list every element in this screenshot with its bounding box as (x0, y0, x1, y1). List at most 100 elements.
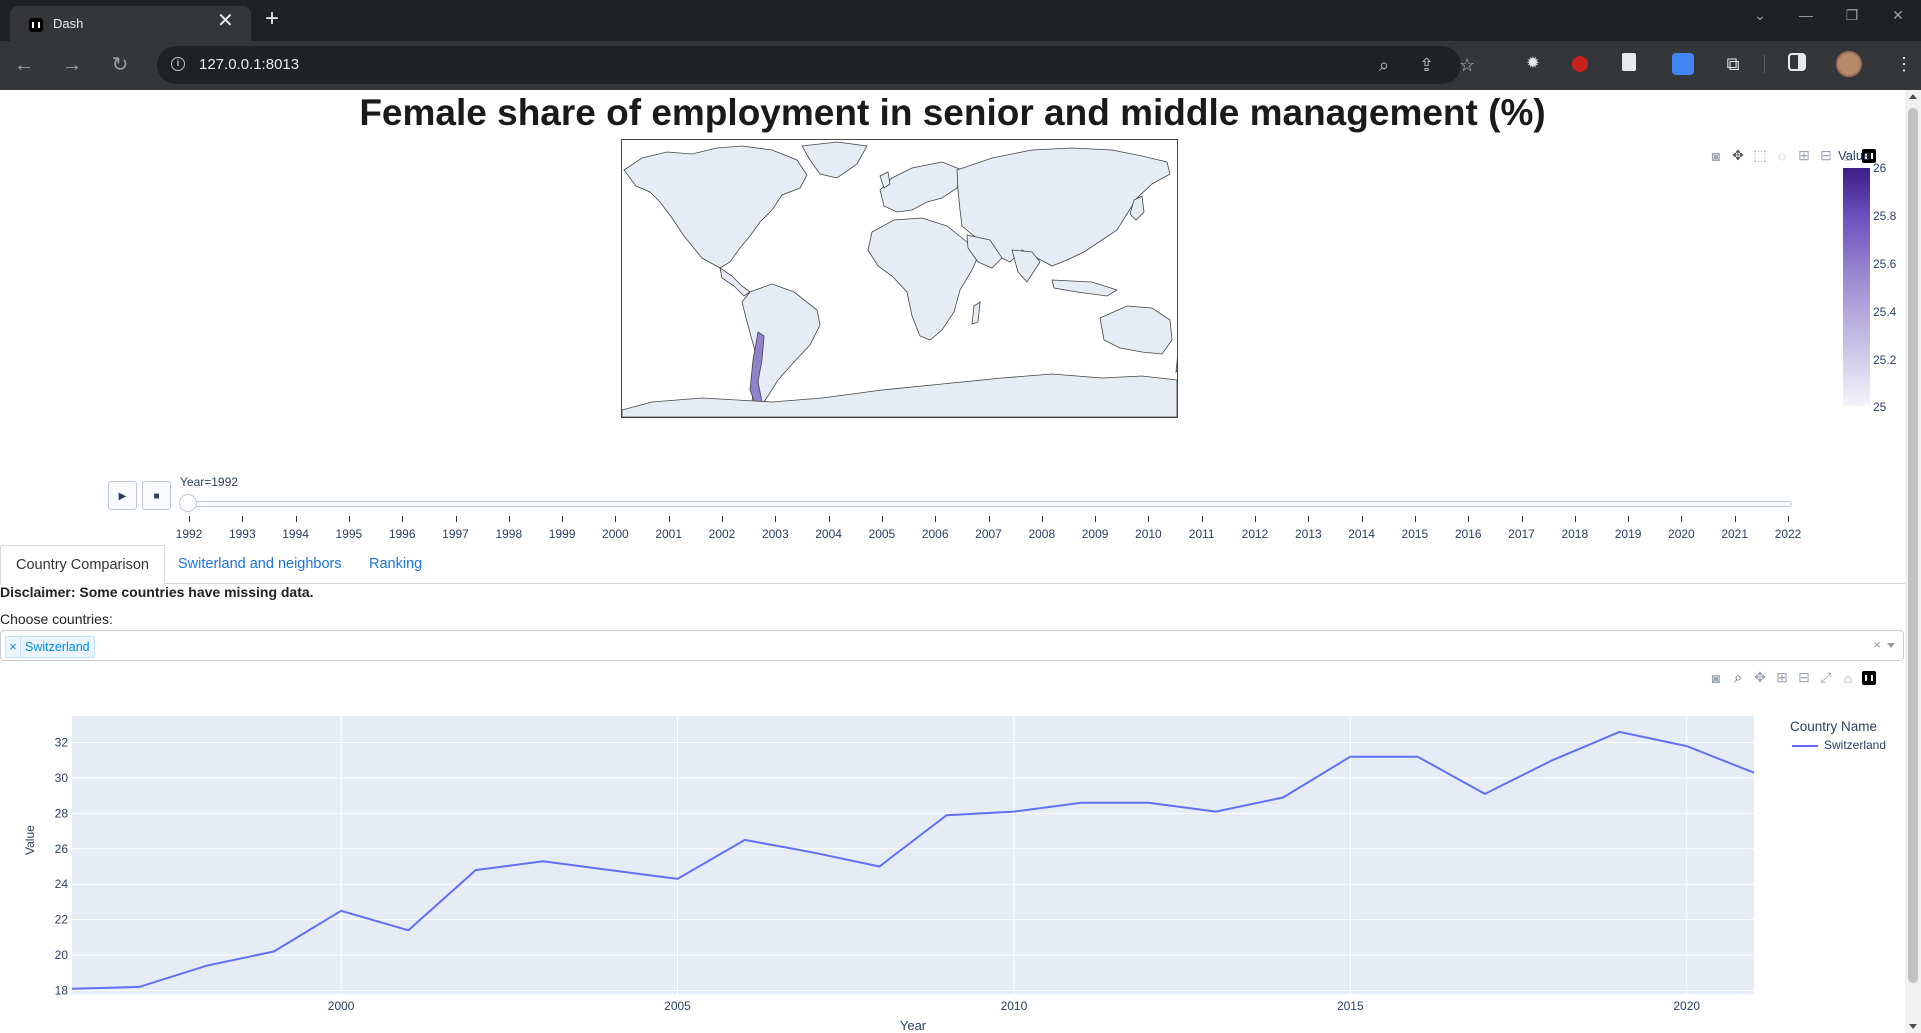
translate-icon[interactable] (1672, 53, 1694, 75)
year-tick-label[interactable]: 2021 (1721, 527, 1749, 541)
plotly-logo-icon[interactable] (1862, 148, 1876, 163)
play-button[interactable]: ▶ (108, 481, 137, 510)
ublock-icon[interactable] (1572, 56, 1588, 72)
reset-view-icon[interactable]: ⌂ (1843, 147, 1853, 164)
back-arrow-icon[interactable]: ← (14, 54, 34, 76)
year-slider-rail[interactable] (186, 501, 1792, 507)
data-point[interactable] (1145, 800, 1151, 806)
share-icon[interactable]: ⇪ (1419, 55, 1435, 75)
data-point[interactable] (675, 876, 681, 882)
year-tick-label[interactable]: 1998 (495, 527, 523, 541)
year-tick-label[interactable]: 2022 (1774, 527, 1802, 541)
zoom-out-icon[interactable]: ⊟ (1820, 147, 1832, 163)
year-tick-label[interactable]: 1997 (442, 527, 469, 541)
data-point[interactable] (1213, 809, 1219, 815)
year-tick-label[interactable]: 2008 (1028, 527, 1056, 541)
year-tick-label[interactable]: 2009 (1081, 527, 1109, 541)
year-tick-label[interactable]: 2018 (1561, 527, 1589, 541)
data-point[interactable] (607, 867, 613, 873)
kebab-menu-icon[interactable]: ⋮ (1895, 54, 1913, 74)
year-tick-label[interactable]: 2005 (868, 527, 896, 541)
page-scrollbar[interactable] (1905, 90, 1921, 1033)
data-point[interactable] (540, 858, 546, 864)
tab-switzerland-neighbors[interactable]: Switerland and neighbors (178, 556, 342, 572)
data-point[interactable] (1415, 754, 1421, 760)
data-point[interactable] (944, 812, 950, 818)
year-tick-label[interactable]: 1994 (282, 527, 309, 541)
forward-arrow-icon[interactable]: → (62, 54, 82, 76)
legend-item-switzerland[interactable]: Switzerland (1824, 738, 1887, 752)
reset-axes-icon[interactable]: ⌂ (1843, 669, 1853, 686)
side-panel-icon[interactable] (1788, 53, 1806, 71)
close-icon[interactable]: ✕ (1892, 7, 1904, 23)
browser-tab[interactable]: Dash ✕ (10, 6, 251, 41)
data-point[interactable] (1616, 729, 1622, 735)
bookmark-star-icon[interactable]: ☆ (1459, 55, 1476, 75)
choropleth-map[interactable] (621, 139, 1178, 418)
data-point[interactable] (1347, 754, 1353, 760)
site-info-icon[interactable]: i (171, 57, 185, 71)
zoom-in-icon[interactable]: ⊞ (1798, 147, 1810, 163)
address-bar[interactable]: i 127.0.0.1:8013 ⌕ ⇪ ☆ (157, 46, 1475, 84)
tab-ranking[interactable]: Ranking (369, 556, 423, 572)
year-tick-label[interactable]: 1996 (388, 527, 416, 541)
data-point[interactable] (1078, 800, 1084, 806)
minimize-icon[interactable]: — (1799, 7, 1813, 23)
data-point[interactable] (204, 963, 210, 969)
autoscale-icon[interactable]: ⤢ (1820, 669, 1832, 685)
data-point[interactable] (136, 984, 142, 990)
new-tab-button[interactable]: + (265, 5, 280, 32)
year-tick-label[interactable]: 2013 (1294, 527, 1322, 541)
zoom-icon[interactable]: ⌕ (1379, 55, 1390, 75)
data-point[interactable] (809, 849, 815, 855)
data-point[interactable] (69, 986, 75, 992)
data-point[interactable] (1549, 757, 1555, 763)
clear-selection-icon[interactable]: × (1873, 637, 1881, 652)
extensions-puzzle-icon[interactable]: ⧉ (1726, 54, 1740, 74)
pan-icon[interactable]: ✥ (1732, 147, 1744, 163)
data-point[interactable] (271, 949, 277, 955)
pan-icon[interactable]: ✥ (1754, 669, 1766, 685)
year-tick-label[interactable]: 2014 (1348, 527, 1375, 541)
year-tick-label[interactable]: 1992 (175, 527, 203, 541)
year-tick-label[interactable]: 2002 (708, 527, 736, 541)
extension-gear-icon[interactable]: ✹ (1526, 55, 1540, 72)
year-tick-label[interactable]: 2012 (1241, 527, 1269, 541)
year-tick-label[interactable]: 2017 (1508, 527, 1535, 541)
dropdown-arrow-icon[interactable] (1887, 643, 1895, 648)
year-tick-label[interactable]: 2007 (975, 527, 1002, 541)
year-tick-label[interactable]: 2001 (655, 527, 683, 541)
data-point[interactable] (405, 927, 411, 933)
year-tick-label[interactable]: 2003 (761, 527, 789, 541)
year-tick-label[interactable]: 2004 (815, 527, 842, 541)
camera-icon[interactable]: ◙ (1711, 669, 1721, 686)
year-tick-label[interactable]: 2010 (1135, 527, 1162, 541)
year-tick-label[interactable]: 2020 (1668, 527, 1695, 541)
year-slider-handle[interactable] (179, 494, 197, 512)
year-tick-label[interactable]: 2019 (1614, 527, 1642, 541)
tab-close-icon[interactable]: ✕ (217, 10, 234, 32)
data-point[interactable] (1751, 770, 1757, 776)
box-select-icon[interactable]: ⬚ (1753, 147, 1767, 163)
data-point[interactable] (1280, 794, 1286, 800)
data-point[interactable] (1011, 809, 1017, 815)
data-point[interactable] (876, 864, 882, 870)
year-tick-label[interactable]: 1995 (335, 527, 363, 541)
scroll-up-icon[interactable] (1909, 94, 1917, 99)
year-tick-label[interactable]: 2011 (1188, 527, 1215, 541)
camera-icon[interactable]: ◙ (1711, 147, 1721, 164)
year-tick-label[interactable]: 2000 (602, 527, 629, 541)
country-multiselect[interactable]: × Switzerland × (0, 630, 1904, 661)
data-point[interactable] (1482, 791, 1488, 797)
chevron-down-icon[interactable]: ⌄ (1754, 7, 1766, 23)
reload-icon[interactable]: ↻ (111, 54, 129, 76)
document-extension-icon[interactable] (1622, 53, 1636, 71)
chip-remove-icon[interactable]: × (6, 637, 21, 657)
data-point[interactable] (473, 867, 479, 873)
year-tick-label[interactable]: 2006 (921, 527, 949, 541)
series-line-switzerland[interactable] (71, 730, 1755, 990)
legend-swatch[interactable] (1792, 745, 1818, 747)
zoom-icon[interactable]: ⌕ (1734, 669, 1742, 685)
scrollbar-thumb[interactable] (1908, 108, 1918, 983)
year-tick-label[interactable]: 2016 (1454, 527, 1482, 541)
